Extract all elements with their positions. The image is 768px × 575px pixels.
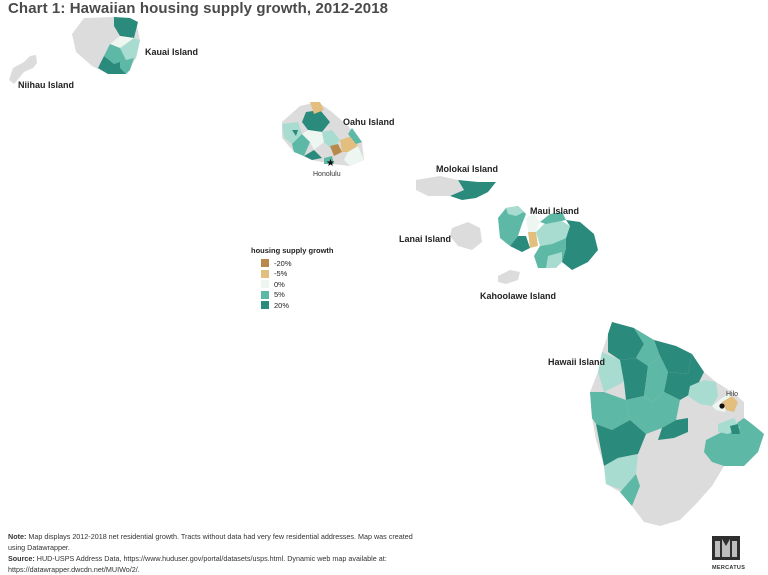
oahu-island[interactable]: [282, 102, 364, 166]
legend-item: 0%: [251, 279, 334, 290]
legend-label: -5%: [274, 269, 288, 279]
legend-label: 0%: [274, 279, 285, 289]
legend-swatch: [261, 301, 269, 310]
island-label-molokai: Molokai Island: [436, 164, 498, 174]
legend-label: 20%: [274, 300, 290, 310]
island-label-oahu: Oahu Island: [343, 117, 395, 127]
niihau-island[interactable]: [9, 55, 37, 84]
island-label-niihau: Niihau Island: [18, 80, 74, 90]
island-label-hawaii: Hawaii Island: [548, 357, 605, 367]
chart-title: Chart 1: Hawaiian housing supply growth,…: [8, 0, 389, 17]
legend-item: -5%: [251, 269, 334, 280]
island-label-kauai: Kauai Island: [145, 47, 198, 57]
legend-swatch: [261, 269, 269, 278]
map-legend: housing supply growth -20% -5% 0% 5% 20%: [251, 246, 334, 311]
legend-item: -20%: [251, 258, 334, 269]
legend-swatch: [261, 259, 269, 268]
island-label-kahoolawe: Kahoolawe Island: [480, 291, 556, 301]
lanai-island[interactable]: [450, 222, 482, 250]
note-text: Map displays 2012-2018 net residential g…: [8, 532, 413, 552]
source-label: Source:: [8, 554, 35, 563]
kahoolawe-island[interactable]: [498, 270, 520, 284]
hawaii-map: Kauai Island Niihau Island Oahu Island M…: [9, 17, 764, 526]
legend-swatch: [261, 280, 269, 289]
mercatus-logo-icon: [712, 536, 740, 560]
city-label-hilo: Hilo: [726, 391, 738, 398]
legend-item: 5%: [251, 290, 334, 301]
city-label-honolulu: Honolulu: [313, 171, 341, 178]
note-label: Note:: [8, 532, 27, 541]
footnote: Note: Map displays 2012-2018 net residen…: [8, 531, 418, 575]
island-label-lanai: Lanai Island: [399, 234, 451, 244]
source-text: HUD-USPS Address Data, https://www.hudus…: [8, 554, 387, 574]
legend-label: -20%: [274, 258, 292, 268]
molokai-island[interactable]: [416, 176, 496, 200]
legend-swatch: [261, 290, 269, 299]
legend-label: 5%: [274, 290, 285, 300]
legend-title: housing supply growth: [251, 246, 334, 255]
logo-text: MERCATUS: [712, 565, 746, 571]
kauai-island[interactable]: [72, 17, 140, 74]
island-label-maui: Maui Island: [530, 206, 579, 216]
legend-item: 20%: [251, 300, 334, 311]
honolulu-star-icon: ★: [326, 158, 335, 169]
hilo-marker-icon: [719, 403, 725, 409]
hawaii-island[interactable]: [590, 322, 764, 526]
mercatus-logo: MERCATUS: [712, 536, 746, 571]
maui-island[interactable]: [498, 206, 598, 270]
